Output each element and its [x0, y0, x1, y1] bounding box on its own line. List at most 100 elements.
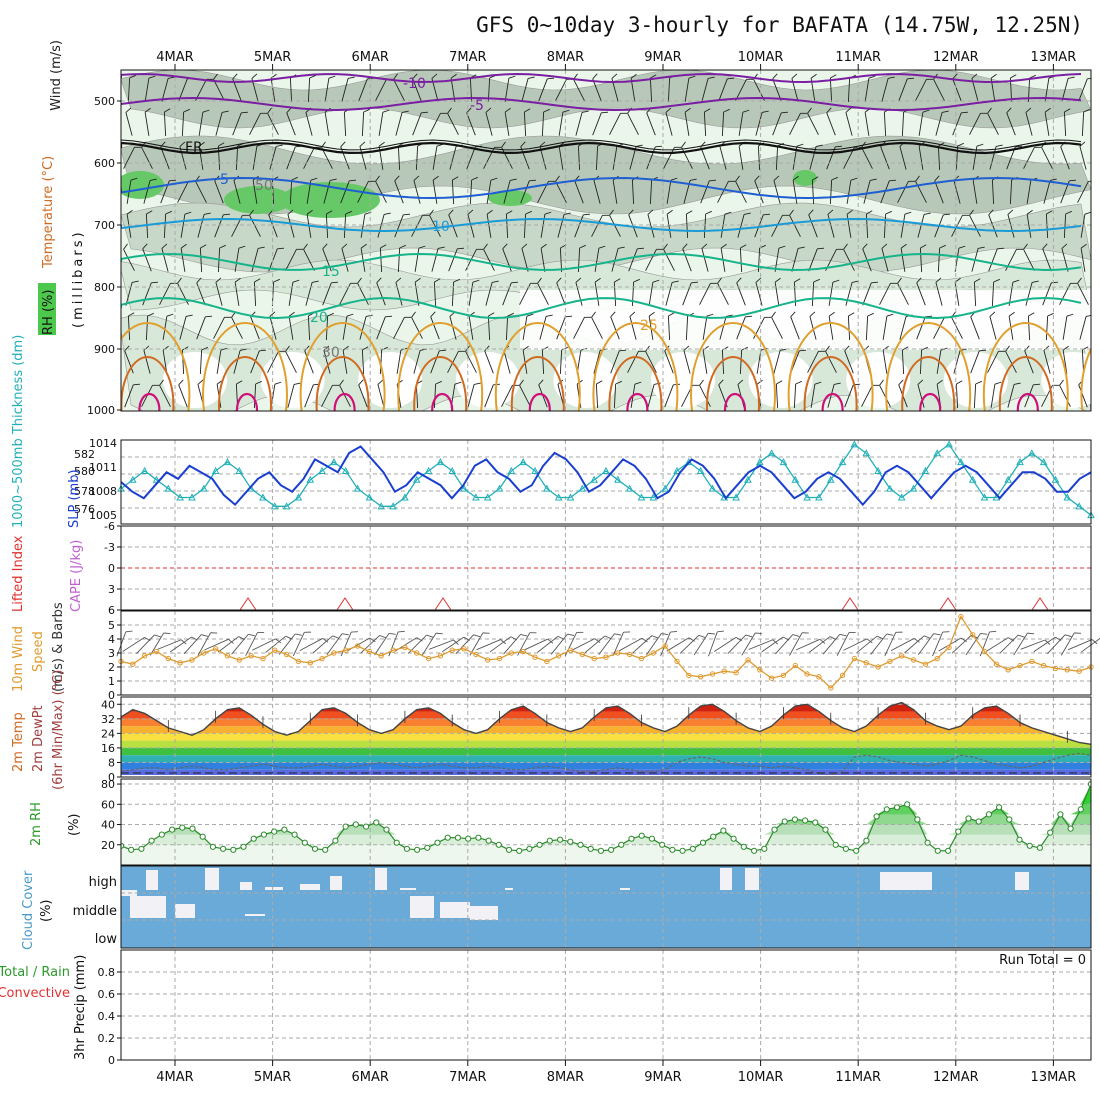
- rh-point: [587, 845, 594, 852]
- thickness-point: [128, 475, 137, 483]
- wind10m-barb: [965, 632, 988, 656]
- pressure-y-ticks: 582 580 578 576 1014 1011 1008 1005: [74, 437, 117, 522]
- wind10m-barb: [822, 633, 847, 655]
- wind-barb: [199, 346, 208, 375]
- y-tick-label: 80: [101, 778, 115, 791]
- contour-20: [121, 296, 1082, 320]
- wind-barb: [447, 107, 459, 135]
- wind-barb: [432, 175, 439, 204]
- wind10m-point: [224, 653, 231, 659]
- contour-30: [413, 356, 468, 411]
- wind10m-barb: [326, 633, 349, 655]
- wind-barb: [969, 112, 988, 135]
- wind10m-point: [958, 613, 964, 620]
- instability-y-ticks: -6 -3 0 3 6: [104, 520, 121, 617]
- contour-25: [787, 322, 874, 411]
- wind-barb: [555, 175, 567, 203]
- wind-barb: [700, 179, 717, 204]
- wind-barb: [699, 379, 711, 407]
- wind10m-barb: [836, 632, 856, 656]
- y-tick-label: 0: [108, 562, 115, 575]
- wind-barb: [520, 141, 530, 170]
- wind-barb: [628, 247, 645, 272]
- wind10m-barb: [917, 633, 941, 655]
- temp-band: [121, 755, 1091, 763]
- contour-25: [494, 322, 581, 411]
- wind-barb: [861, 384, 880, 407]
- wind-barb: [376, 277, 386, 306]
- wind10m-barb: [741, 632, 762, 656]
- wind-barb: [430, 311, 440, 340]
- contour-label: 50: [255, 178, 273, 194]
- wind10m-point: [283, 651, 290, 658]
- rh-point: [128, 846, 135, 853]
- wind10m-barb: [612, 631, 631, 657]
- contour-25: [982, 322, 1069, 411]
- rh-point: [689, 845, 696, 852]
- contour-label: 20: [310, 310, 328, 326]
- wind-barb: [377, 379, 385, 408]
- wind10m-point: [189, 657, 195, 663]
- rh-level-50: [121, 784, 1091, 815]
- rh-point: [444, 834, 451, 841]
- wind-barb: [253, 380, 262, 409]
- contour-minus10: [121, 72, 1082, 84]
- dry-pocket: [260, 352, 325, 408]
- rh-point: [322, 846, 329, 853]
- top-date-10mar: 10MAR: [738, 50, 784, 65]
- wind-barb: [735, 78, 754, 101]
- wind-barb: [179, 141, 187, 170]
- wind-barb: [756, 347, 768, 374]
- wind-barb: [1024, 345, 1034, 374]
- rh-point: [669, 846, 676, 853]
- thickness-point: [980, 493, 989, 501]
- contour-30: [803, 356, 858, 411]
- upper-air-frame: [120, 69, 1092, 412]
- wind10m-label: 10m Wind: [11, 626, 26, 692]
- wind-barb: [573, 316, 592, 339]
- thickness-tick: 582: [74, 448, 95, 461]
- slp-tick: 1005: [89, 509, 117, 522]
- wind-barb: [771, 311, 783, 339]
- rh-point: [945, 847, 952, 854]
- cloud-gap: [745, 868, 759, 890]
- thickness-point: [270, 502, 279, 510]
- lifted-spike: [1031, 597, 1049, 611]
- thickness-point: [696, 466, 705, 474]
- contour-35: [919, 392, 942, 411]
- y-tick-label: 20: [101, 839, 115, 852]
- wind-barb: [829, 176, 838, 205]
- wind-barb: [466, 107, 476, 136]
- wind10m-point: [863, 660, 869, 666]
- wind-barb: [285, 345, 297, 373]
- wind-barb: [703, 108, 711, 137]
- wind-barb: [484, 345, 494, 374]
- thickness-point: [909, 484, 918, 492]
- wind-barb: [738, 109, 750, 136]
- wind10m-barb: [197, 632, 218, 656]
- wind-barb: [180, 211, 192, 238]
- y-tick-label: 60: [101, 798, 115, 811]
- wind-barb: [323, 178, 337, 204]
- rh-point: [495, 841, 502, 848]
- thickness-point: [412, 475, 421, 483]
- wind-barb: [359, 314, 373, 340]
- thickness-point: [353, 484, 362, 492]
- wind-barb: [234, 277, 241, 306]
- wind-barb: [215, 110, 229, 136]
- thickness-point: [1016, 458, 1024, 466]
- wind10m-point: [437, 653, 444, 659]
- y-tick-label: 600: [94, 157, 115, 170]
- cloud-gap: [1015, 872, 1029, 890]
- rh-point: [761, 845, 768, 852]
- contour-label: 5: [220, 172, 229, 188]
- rh-high-patch: [121, 171, 164, 199]
- temperature-axis-label: Temperature (°C): [41, 156, 56, 269]
- wind-barb: [807, 107, 819, 135]
- wind-barb: [378, 109, 390, 136]
- wind-barb: [988, 247, 1005, 272]
- thickness-point: [176, 493, 184, 501]
- precip-convective-label: Convective: [0, 986, 70, 1001]
